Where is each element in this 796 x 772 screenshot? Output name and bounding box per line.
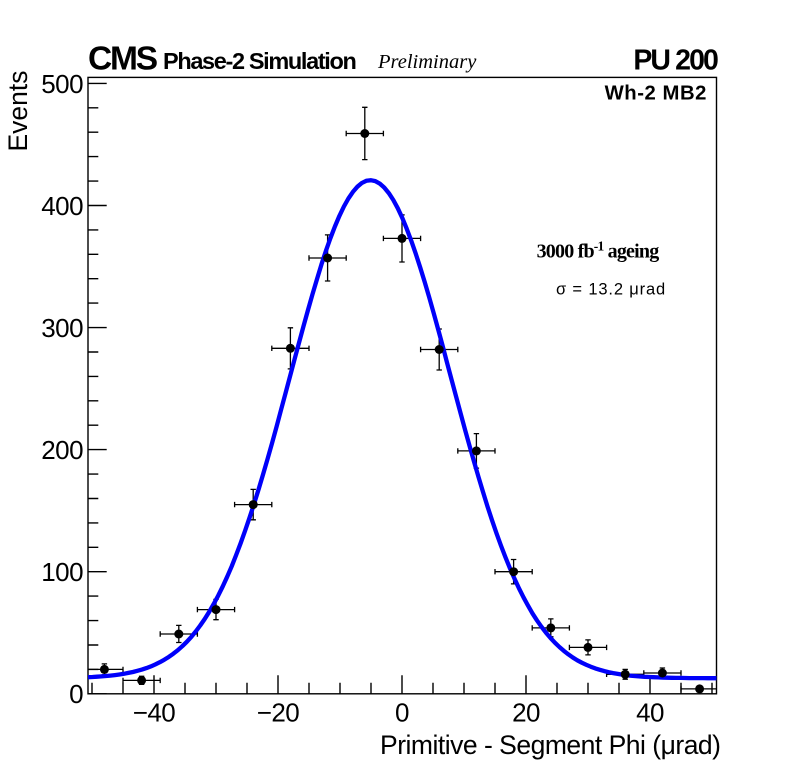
svg-text:400: 400 bbox=[41, 191, 83, 221]
svg-text:20: 20 bbox=[512, 698, 540, 728]
svg-text:Events: Events bbox=[3, 70, 33, 151]
svg-text:300: 300 bbox=[41, 313, 83, 343]
svg-text:500: 500 bbox=[41, 69, 83, 99]
svg-text:σ = 13.2 μrad: σ = 13.2 μrad bbox=[556, 281, 666, 299]
svg-text:40: 40 bbox=[636, 698, 664, 728]
svg-text:100: 100 bbox=[41, 557, 83, 587]
svg-text:200: 200 bbox=[41, 435, 83, 465]
svg-text:Wh-2 MB2: Wh-2 MB2 bbox=[605, 82, 707, 104]
svg-text:CMS: CMS bbox=[88, 41, 158, 78]
svg-text:Phase-2 Simulation: Phase-2 Simulation bbox=[163, 48, 355, 74]
svg-text:0: 0 bbox=[395, 698, 409, 728]
svg-text:0: 0 bbox=[69, 679, 83, 709]
svg-text:PU 200: PU 200 bbox=[633, 45, 718, 77]
svg-text:−40: −40 bbox=[133, 698, 176, 728]
svg-text:Preliminary: Preliminary bbox=[377, 51, 477, 73]
svg-text:−20: −20 bbox=[257, 698, 300, 728]
svg-text:Primitive - Segment Phi (μrad): Primitive - Segment Phi (μrad) bbox=[380, 730, 720, 760]
